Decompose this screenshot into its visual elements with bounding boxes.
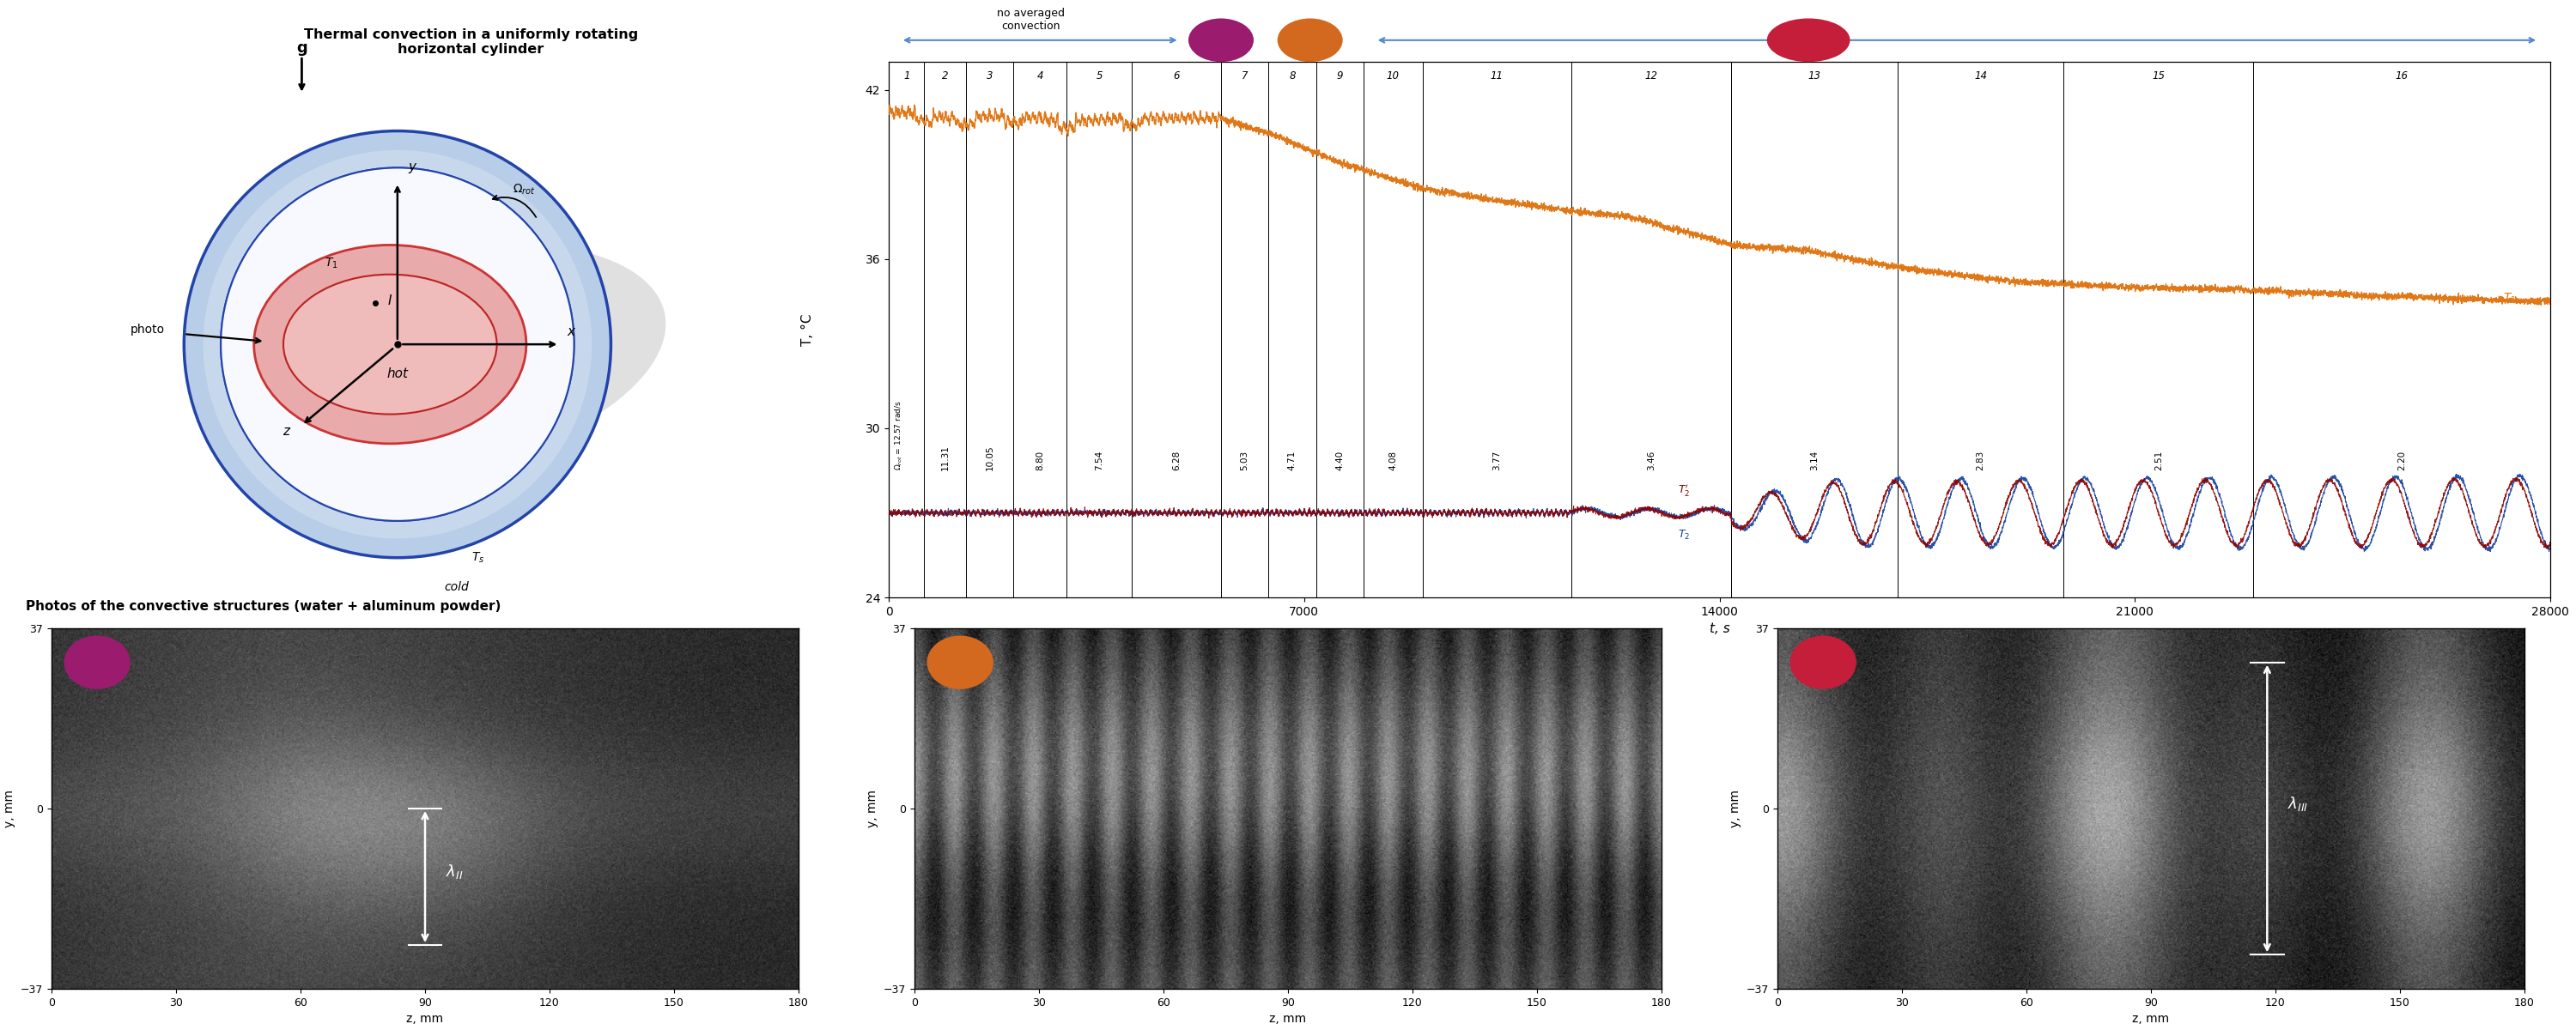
Text: 9: 9 bbox=[1337, 70, 1342, 81]
Circle shape bbox=[183, 131, 611, 557]
Ellipse shape bbox=[1790, 636, 1857, 689]
Ellipse shape bbox=[927, 636, 994, 689]
Ellipse shape bbox=[1188, 19, 1255, 62]
Text: 5: 5 bbox=[1097, 70, 1103, 81]
Text: 7.54: 7.54 bbox=[1095, 450, 1103, 471]
Text: 3.77: 3.77 bbox=[1492, 450, 1502, 471]
Text: 7: 7 bbox=[1242, 70, 1247, 81]
Text: $T_2'$: $T_2'$ bbox=[1677, 483, 1690, 499]
Text: 1: 1 bbox=[904, 70, 909, 81]
Text: $T_1$: $T_1$ bbox=[2504, 291, 2517, 306]
Text: 2: 2 bbox=[943, 70, 948, 81]
Text: 10: 10 bbox=[1386, 70, 1399, 81]
Text: 4.08: 4.08 bbox=[1388, 451, 1396, 471]
Text: 6: 6 bbox=[1172, 70, 1180, 81]
Text: $T_2$: $T_2$ bbox=[1677, 528, 1690, 542]
Circle shape bbox=[222, 168, 574, 521]
Text: 12: 12 bbox=[1646, 70, 1659, 81]
Circle shape bbox=[222, 168, 574, 521]
X-axis label: t, s: t, s bbox=[1710, 622, 1728, 636]
Text: hot: hot bbox=[386, 368, 407, 380]
Y-axis label: T, °C: T, °C bbox=[801, 313, 814, 346]
Text: 3.46: 3.46 bbox=[1646, 450, 1656, 471]
Text: $I$: $I$ bbox=[386, 294, 392, 307]
Text: Thermal convection in a uniformly rotating
horizontal cylinder: Thermal convection in a uniformly rotati… bbox=[304, 28, 639, 56]
Text: 3: 3 bbox=[987, 70, 992, 81]
Text: $\Omega_{rot}$: $\Omega_{rot}$ bbox=[513, 182, 536, 197]
Ellipse shape bbox=[204, 243, 665, 481]
Text: 15: 15 bbox=[2151, 70, 2164, 81]
Text: $T_s$: $T_s$ bbox=[471, 551, 484, 564]
Text: $y$: $y$ bbox=[407, 162, 417, 175]
Text: $\mathbf{g}$: $\mathbf{g}$ bbox=[296, 42, 307, 58]
Text: 4.40: 4.40 bbox=[1334, 451, 1345, 471]
Text: 13: 13 bbox=[1808, 70, 1821, 81]
Ellipse shape bbox=[1767, 19, 1850, 62]
Text: $\lambda_{III}$: $\lambda_{III}$ bbox=[2287, 795, 2308, 813]
Text: 4.71: 4.71 bbox=[1288, 450, 1296, 471]
Text: 8: 8 bbox=[1288, 70, 1296, 81]
Text: cold: cold bbox=[443, 581, 469, 593]
Text: $z$: $z$ bbox=[283, 425, 291, 438]
Text: $T_1$: $T_1$ bbox=[325, 256, 337, 271]
X-axis label: z, mm: z, mm bbox=[2133, 1014, 2169, 1025]
Text: photo: photo bbox=[129, 323, 165, 336]
Text: 14: 14 bbox=[1973, 70, 1986, 81]
Text: 6.28: 6.28 bbox=[1172, 450, 1180, 471]
Text: no averaged
convection: no averaged convection bbox=[997, 8, 1064, 32]
Text: $x$: $x$ bbox=[567, 325, 577, 338]
Ellipse shape bbox=[283, 274, 497, 414]
Text: 2.20: 2.20 bbox=[2398, 451, 2406, 471]
Text: 2.83: 2.83 bbox=[1976, 450, 1986, 471]
X-axis label: z, mm: z, mm bbox=[407, 1014, 443, 1025]
Y-axis label: y, mm: y, mm bbox=[866, 790, 878, 827]
Text: 10.05: 10.05 bbox=[984, 445, 994, 471]
Text: 2.51: 2.51 bbox=[2154, 450, 2164, 471]
Text: 4: 4 bbox=[1036, 70, 1043, 81]
Text: 8.80: 8.80 bbox=[1036, 451, 1043, 471]
Text: 5.03: 5.03 bbox=[1242, 451, 1249, 471]
Ellipse shape bbox=[255, 245, 526, 444]
Text: $\lambda_{II}$: $\lambda_{II}$ bbox=[446, 863, 464, 881]
Text: 3.14: 3.14 bbox=[1811, 450, 1819, 471]
Ellipse shape bbox=[1278, 19, 1342, 62]
Y-axis label: y, mm: y, mm bbox=[1728, 790, 1741, 827]
Text: Photos of the convective structures (water + aluminum powder): Photos of the convective structures (wat… bbox=[26, 599, 500, 613]
X-axis label: z, mm: z, mm bbox=[1270, 1014, 1306, 1025]
Text: 11.31: 11.31 bbox=[940, 445, 951, 471]
Y-axis label: y, mm: y, mm bbox=[3, 790, 15, 827]
Text: $\Omega_{rot}$ = 12.57 rad/s: $\Omega_{rot}$ = 12.57 rad/s bbox=[894, 401, 904, 471]
Circle shape bbox=[204, 150, 592, 539]
Text: 16: 16 bbox=[2396, 70, 2409, 81]
Ellipse shape bbox=[64, 636, 131, 689]
Text: 11: 11 bbox=[1492, 70, 1504, 81]
